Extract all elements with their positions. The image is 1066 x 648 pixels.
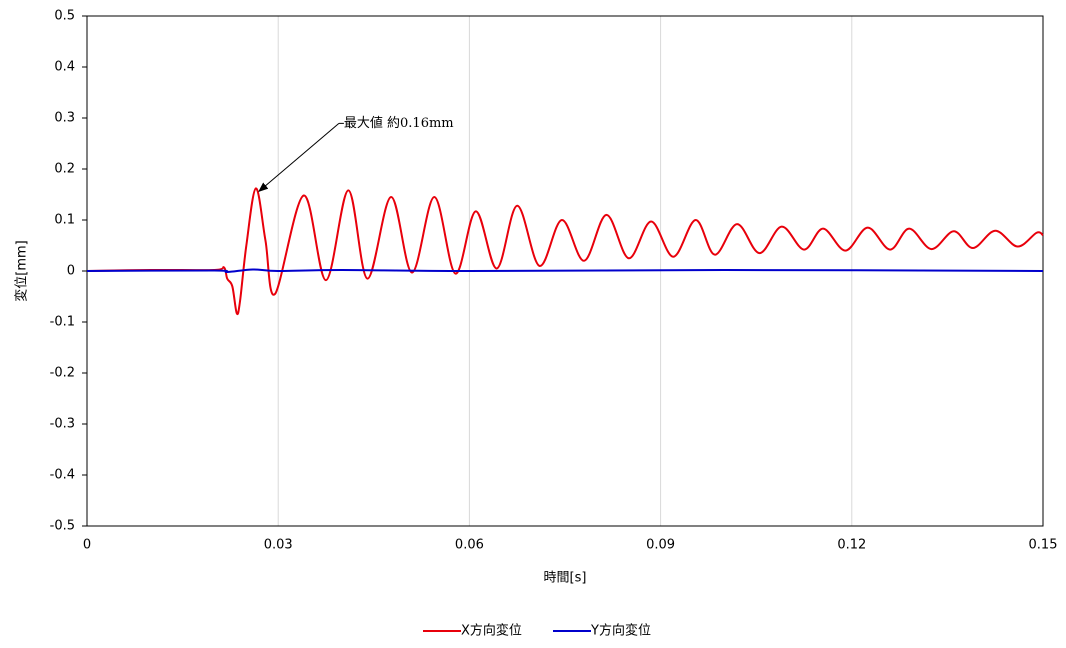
x-tick-label: 0.09	[646, 538, 675, 553]
x-tick-label: 0.06	[455, 538, 484, 553]
series-line	[86, 187, 1044, 316]
x-tick-label: 0	[83, 538, 91, 553]
y-tick-label: 0.2	[54, 162, 75, 177]
x-tick-label: 0.12	[837, 538, 866, 553]
y-tick-label: -0.3	[50, 417, 75, 432]
y-tick-label: -0.5	[50, 519, 75, 534]
series-line	[86, 268, 1044, 274]
legend-label: X方向変位	[461, 623, 522, 639]
annotation-text: 最大値 約0.16mm	[344, 115, 454, 131]
x-tick-label: 0.03	[264, 538, 293, 553]
annotation-arrow	[258, 122, 340, 193]
y-axis-label: 変位[mm]	[14, 240, 30, 301]
y-tick-label: 0.4	[54, 60, 75, 75]
y-tick-label: 0	[67, 264, 75, 279]
legend-label: Y方向変位	[590, 623, 651, 639]
y-tick-label: 0.3	[54, 111, 75, 126]
y-tick-label: -0.4	[50, 468, 75, 483]
y-tick-label: -0.2	[50, 366, 75, 381]
y-tick-label: 0.1	[54, 213, 75, 228]
y-tick-label: 0.5	[54, 9, 75, 24]
x-axis-label: 時間[s]	[544, 571, 587, 586]
x-tick-label: 0.15	[1029, 538, 1058, 553]
y-tick-label: -0.1	[50, 315, 75, 330]
